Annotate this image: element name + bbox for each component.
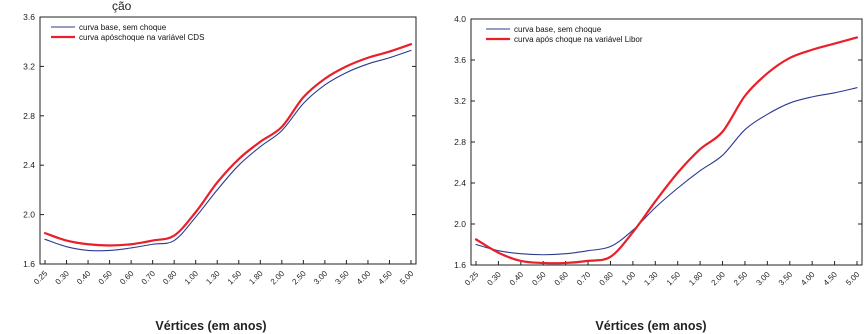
x-tick-label: 1.80 [687,270,705,288]
x-tick-label: 3.50 [333,269,351,287]
y-tick-label: 2.0 [23,210,35,220]
x-tick-label: 0.50 [530,270,548,288]
x-tick-label: 0.30 [54,269,72,287]
x-tick-label: 3.00 [754,270,772,288]
y-tick-label: 2.0 [454,219,466,229]
y-tick-label: 4.0 [454,14,466,24]
x-tick-label: 1.30 [204,269,222,287]
x-tick-label: 5.00 [844,270,862,288]
x-tick-label: 1.00 [620,270,638,288]
y-tick-label: 3.2 [454,96,466,106]
y-tick-label: 2.4 [23,160,35,170]
x-tick-label: 5.00 [398,269,416,287]
x-tick-label: 4.00 [355,269,373,287]
x-tick-label: 0.70 [140,269,158,287]
y-tick-label: 2.8 [23,111,35,121]
x-tick-label: 0.25 [463,270,481,288]
plot-frame [470,18,863,266]
x-tick-label: 1.00 [183,269,201,287]
legend-label-0: curva base, sem choque [514,25,602,34]
x-tick-label: 0.40 [508,270,526,288]
y-tick-label: 3.6 [454,55,466,65]
x-tick-label: 1.80 [247,269,265,287]
x-tick-label: 2.50 [732,270,750,288]
x-tick-label: 0.60 [118,269,136,287]
chart-libor-shock: 1.6 2.0 2.4 2.8 3.2 3.6 4.0 0.25 0.30 0.40 0.50 0.6… [454,14,863,333]
y-tick-label: 1.6 [454,260,466,270]
x-tick-label: 2.00 [269,269,287,287]
x-axis-label: Vértices (em anos) [595,319,706,333]
series-line-1 [474,36,859,265]
x-tick-label: 0.70 [575,270,593,288]
cropped-heading-fragment: ção [112,0,132,13]
legend-label-1: curva após choque na variável Libor [514,35,643,44]
y-tick-label: 3.2 [23,61,35,71]
x-tick-label: 0.40 [75,269,93,287]
x-tick-label: 1.30 [642,270,660,288]
x-tick-label: 1.50 [226,269,244,287]
x-tick-label: 4.00 [799,270,817,288]
x-tick-label: 0.80 [598,270,616,288]
y-tick-label: 2.8 [454,137,466,147]
y-tick-label: 2.4 [454,178,466,188]
x-tick-label: 0.60 [553,270,571,288]
x-tick-label: 3.50 [777,270,795,288]
plot-frame [39,16,417,265]
x-axis-label: Vértices (em anos) [155,319,266,333]
series-line-0 [44,49,412,252]
series-line-0 [475,87,858,256]
x-tick-label: 4.50 [377,269,395,287]
x-tick-label: 0.25 [32,269,50,287]
x-tick-label: 3.00 [312,269,330,287]
x-tick-label: 0.30 [485,270,503,288]
x-tick-label: 0.80 [161,269,179,287]
y-tick-label: 3.6 [23,12,35,22]
x-tick-label: 2.00 [710,270,728,288]
x-tick-label: 1.50 [665,270,683,288]
chart-cds-shock: 1.62.02.42.83.23.60.25 0.30 0.40 0.50 0.60 0.… [23,12,417,333]
legend-label-1: curva apóschoque na variável CDS [79,33,204,42]
x-tick-label: 0.50 [97,269,115,287]
series-line-1 [43,43,413,247]
x-tick-label: 4.50 [822,270,840,288]
legend-label-0: curva base, sem choque [79,23,167,32]
y-tick-label: 1.6 [23,259,35,269]
x-tick-label: 2.50 [290,269,308,287]
